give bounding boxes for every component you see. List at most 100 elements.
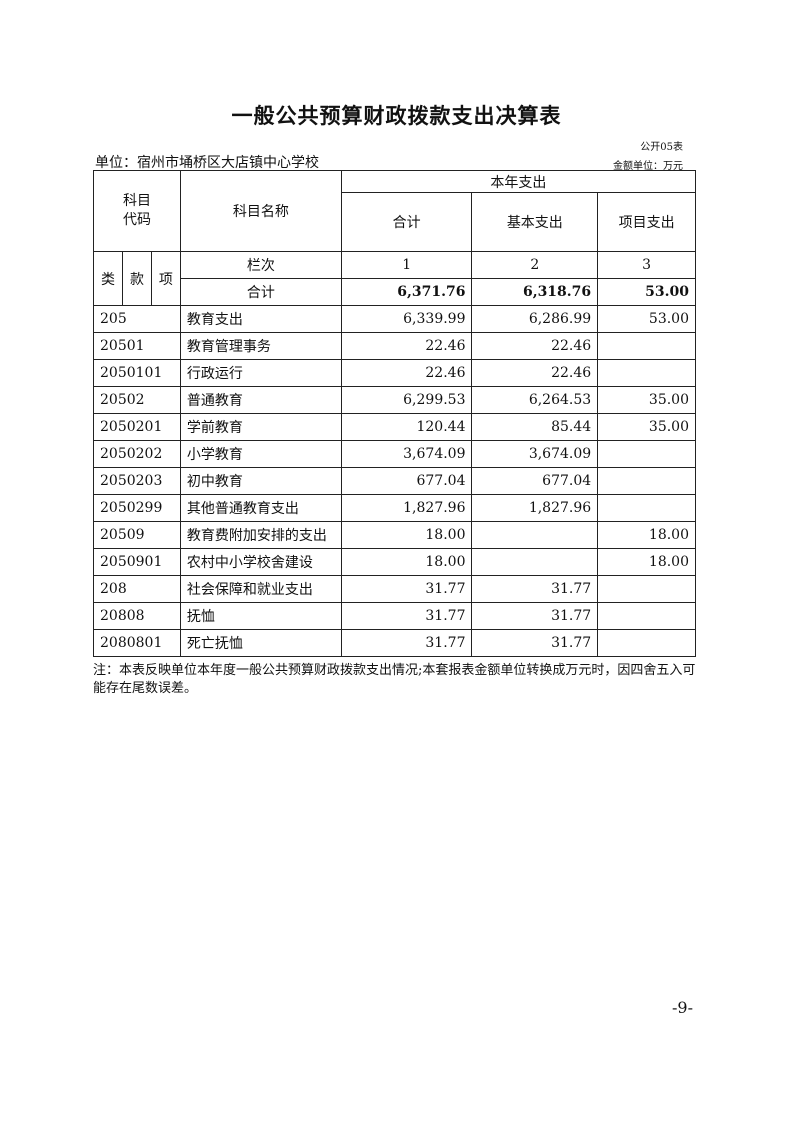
cell-name: 行政运行 xyxy=(179,359,342,387)
page-title: 一般公共预算财政拨款支出决算表 xyxy=(231,103,562,128)
cell-name: 其他普通教育支出 xyxy=(179,494,342,522)
cell-project xyxy=(597,332,696,360)
footnote: 注：本表反映单位本年度一般公共预算财政拨款支出情况;本套报表金额单位转换成万元时… xyxy=(93,663,696,696)
form-number: 公开05表 xyxy=(640,142,683,153)
cell-basic: 85.44 xyxy=(471,413,599,441)
cell-project: 18.00 xyxy=(597,548,696,576)
cell-total: 18.00 xyxy=(340,521,473,549)
cell-basic: 3,674.09 xyxy=(471,440,599,468)
cell-total: 120.44 xyxy=(340,413,473,441)
cell-name: 小学教育 xyxy=(179,440,342,468)
money-unit-label: 金额单位：万元 xyxy=(613,161,683,172)
cell-basic: 677.04 xyxy=(471,467,599,495)
table-row: 208 社会保障和就业支出 31.77 31.77 xyxy=(93,575,696,603)
cell-name: 抚恤 xyxy=(179,602,342,630)
table-row: 20808 抚恤 31.77 31.77 xyxy=(93,602,696,630)
cell-code: 2050299 xyxy=(93,494,181,522)
cell-total: 677.04 xyxy=(340,467,473,495)
header-year-expenditure: 本年支出 xyxy=(340,170,697,193)
header-lei: 类 xyxy=(93,251,123,306)
cell-project: 35.00 xyxy=(597,413,696,441)
cell-total: 1,827.96 xyxy=(340,494,473,522)
table-row: 2080801 死亡抚恤 31.77 31.77 xyxy=(93,629,696,657)
cell-basic: 22.46 xyxy=(471,359,599,387)
sum-label: 合计 xyxy=(179,278,342,306)
cell-project xyxy=(597,440,696,468)
header-name: 科目名称 xyxy=(179,170,342,252)
table-row: 2050901 农村中小学校舍建设 18.00 18.00 xyxy=(93,548,696,576)
table-row: 2050101 行政运行 22.46 22.46 xyxy=(93,359,696,387)
cell-total: 18.00 xyxy=(340,548,473,576)
cell-basic: 6,264.53 xyxy=(471,386,599,414)
cell-basic xyxy=(471,521,599,549)
cell-total: 31.77 xyxy=(340,629,473,657)
cell-project: 35.00 xyxy=(597,386,696,414)
cell-code: 2050901 xyxy=(93,548,181,576)
sum-basic: 6,318.76 xyxy=(471,278,599,306)
cell-project xyxy=(597,602,696,630)
cell-basic: 31.77 xyxy=(471,575,599,603)
cell-code: 20808 xyxy=(93,602,181,630)
cell-name: 初中教育 xyxy=(179,467,342,495)
cell-name: 农村中小学校舍建设 xyxy=(179,548,342,576)
table-row: 2050202 小学教育 3,674.09 3,674.09 xyxy=(93,440,696,468)
cell-name: 学前教育 xyxy=(179,413,342,441)
header-total: 合计 xyxy=(340,192,473,252)
col-number-3: 3 xyxy=(597,251,696,279)
cell-total: 31.77 xyxy=(340,575,473,603)
cell-project: 18.00 xyxy=(597,521,696,549)
cell-name: 教育费附加安排的支出 xyxy=(179,521,342,549)
col-number-2: 2 xyxy=(471,251,599,279)
sum-project: 53.00 xyxy=(597,278,696,306)
cell-name: 死亡抚恤 xyxy=(179,629,342,657)
cell-basic: 22.46 xyxy=(471,332,599,360)
cell-basic: 6,286.99 xyxy=(471,305,599,333)
table-row: 20509 教育费附加安排的支出 18.00 18.00 xyxy=(93,521,696,549)
cell-total: 6,339.99 xyxy=(340,305,473,333)
table-row: 2050203 初中教育 677.04 677.04 xyxy=(93,467,696,495)
cell-code: 20509 xyxy=(93,521,181,549)
header-xiang: 项 xyxy=(150,251,181,306)
cell-project xyxy=(597,575,696,603)
cell-basic xyxy=(471,548,599,576)
cell-total: 22.46 xyxy=(340,332,473,360)
cell-name: 教育管理事务 xyxy=(179,332,342,360)
cell-name: 社会保障和就业支出 xyxy=(179,575,342,603)
cell-code: 2050203 xyxy=(93,467,181,495)
table-row: 2050201 学前教育 120.44 85.44 35.00 xyxy=(93,413,696,441)
cell-code: 20501 xyxy=(93,332,181,360)
table-row: 20502 普通教育 6,299.53 6,264.53 35.00 xyxy=(93,386,696,414)
cell-total: 6,299.53 xyxy=(340,386,473,414)
cell-code: 208 xyxy=(93,575,181,603)
cell-code: 20502 xyxy=(93,386,181,414)
cell-total: 3,674.09 xyxy=(340,440,473,468)
cell-basic: 31.77 xyxy=(471,602,599,630)
cell-project xyxy=(597,629,696,657)
table-row: 20501 教育管理事务 22.46 22.46 xyxy=(93,332,696,360)
cell-name: 普通教育 xyxy=(179,386,342,414)
col-number-1: 1 xyxy=(340,251,473,279)
cell-code: 2080801 xyxy=(93,629,181,657)
table-row: 2050299 其他普通教育支出 1,827.96 1,827.96 xyxy=(93,494,696,522)
header-lanci: 栏次 xyxy=(179,251,342,279)
cell-project xyxy=(597,359,696,387)
cell-code: 205 xyxy=(93,305,181,333)
header-project: 项目支出 xyxy=(597,192,696,252)
cell-name: 教育支出 xyxy=(179,305,342,333)
cell-code: 2050202 xyxy=(93,440,181,468)
cell-code: 2050201 xyxy=(93,413,181,441)
cell-basic: 31.77 xyxy=(471,629,599,657)
cell-basic: 1,827.96 xyxy=(471,494,599,522)
expenditure-table: 科目 代码 科目名称 本年支出 合计 基本支出 项目支出 类 款 项 栏次 1 … xyxy=(93,170,697,657)
table-row: 205 教育支出 6,339.99 6,286.99 53.00 xyxy=(93,305,696,333)
page-number: -9- xyxy=(672,998,693,1017)
cell-total: 22.46 xyxy=(340,359,473,387)
unit-label: 单位：宿州市埇桥区大店镇中心学校 xyxy=(95,155,319,171)
cell-project xyxy=(597,494,696,522)
cell-project xyxy=(597,467,696,495)
sum-total: 6,371.76 xyxy=(340,278,473,306)
header-code: 科目 代码 xyxy=(93,170,181,252)
header-kuan: 款 xyxy=(121,251,152,306)
header-basic: 基本支出 xyxy=(471,192,599,252)
cell-code: 2050101 xyxy=(93,359,181,387)
